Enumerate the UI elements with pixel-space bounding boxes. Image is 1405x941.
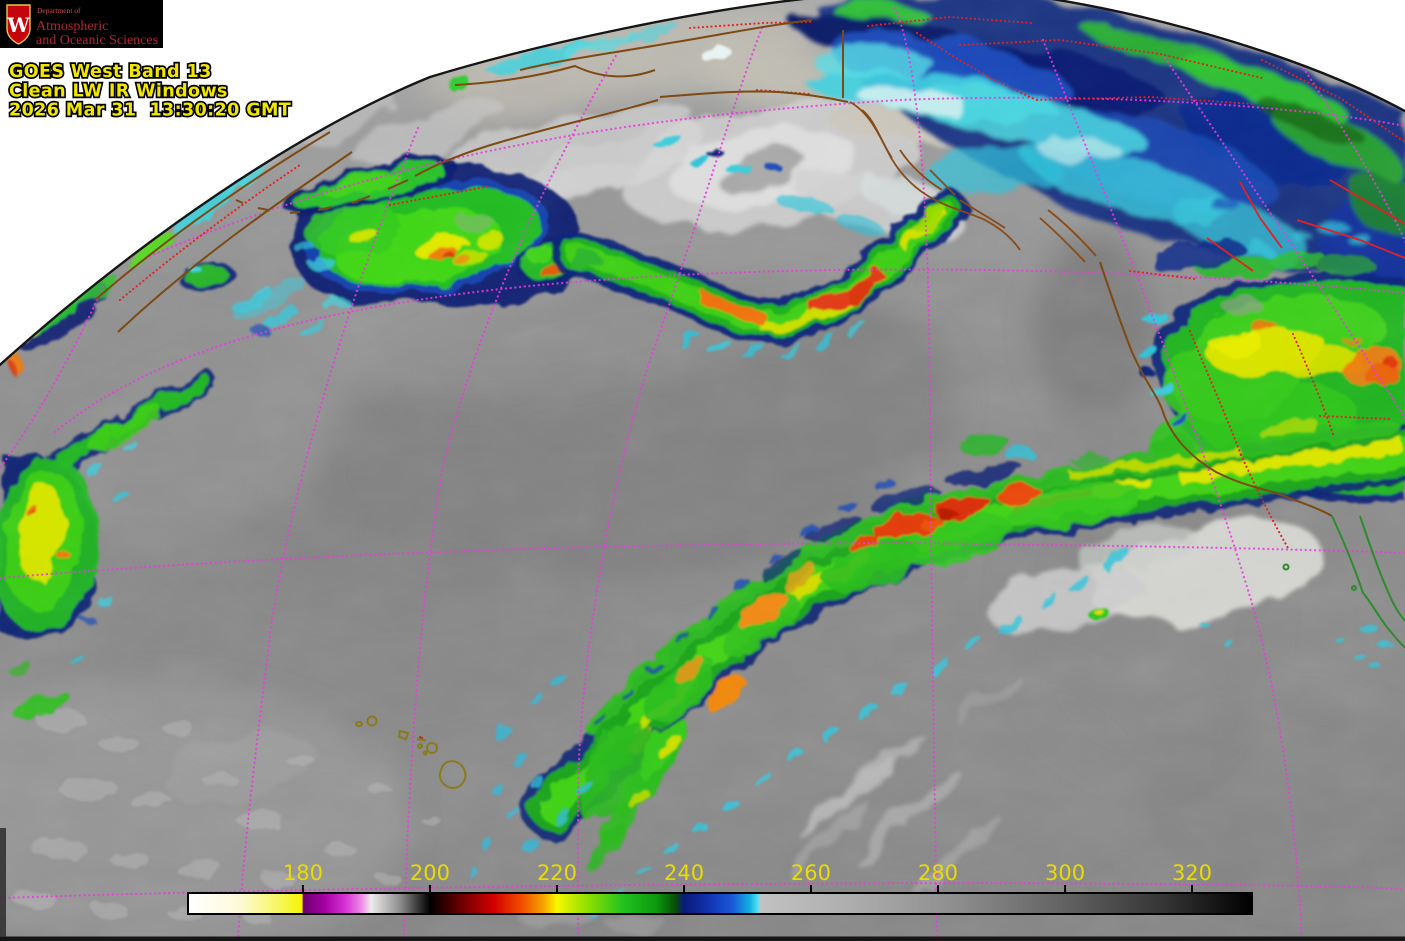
logo: W Department of Atmospheric and Oceanic … <box>0 0 163 48</box>
logo-department-label: Department of <box>37 6 81 15</box>
colorbar-tick-label: 200 <box>410 861 450 885</box>
title-block: GOES West Band 13 Clean LW IR Windows 20… <box>7 60 292 122</box>
colorbar-tick-label: 300 <box>1045 861 1085 885</box>
uw-crest-icon: W <box>6 4 31 45</box>
logo-name-line2: and Oceanic Sciences <box>36 33 158 48</box>
logo-name-line1: Atmospheric <box>36 19 108 34</box>
colorbar-gradient-bar <box>187 892 1253 915</box>
crest-letter: W <box>6 13 30 37</box>
colorbar-tick-label: 320 <box>1172 861 1212 885</box>
title-product: Clean LW IR Windows <box>9 82 228 102</box>
earth-limb <box>0 0 1405 367</box>
us-west-coastline <box>1099 261 1333 517</box>
title-satellite-band: GOES West Band 13 <box>9 62 212 82</box>
political-borders <box>118 15 1405 550</box>
colorbar-tick-label: 280 <box>918 861 958 885</box>
colorbar-tick-label: 240 <box>664 861 704 885</box>
british-columbia-fjords <box>849 101 1097 263</box>
hawaiian-islands <box>355 715 467 790</box>
mexico-baja-coastline <box>1282 515 1405 651</box>
left-border-strip <box>0 828 6 937</box>
colorbar-tick-label: 220 <box>537 861 577 885</box>
coastlines <box>94 19 1405 790</box>
title-timestamp: 2026 Mar 31 13:30:20 GMT <box>9 101 291 121</box>
latitude-longitude-grid <box>0 6 1405 941</box>
colorbar-ticks: 180 200 220 240 260 280 300 320 <box>283 861 1212 893</box>
colorbar-tick-label: 180 <box>283 861 323 885</box>
bottom-border-strip <box>0 936 1405 941</box>
colorbar-tick-label: 260 <box>791 861 831 885</box>
colorbar: 180 200 220 240 260 280 300 320 <box>187 861 1253 915</box>
